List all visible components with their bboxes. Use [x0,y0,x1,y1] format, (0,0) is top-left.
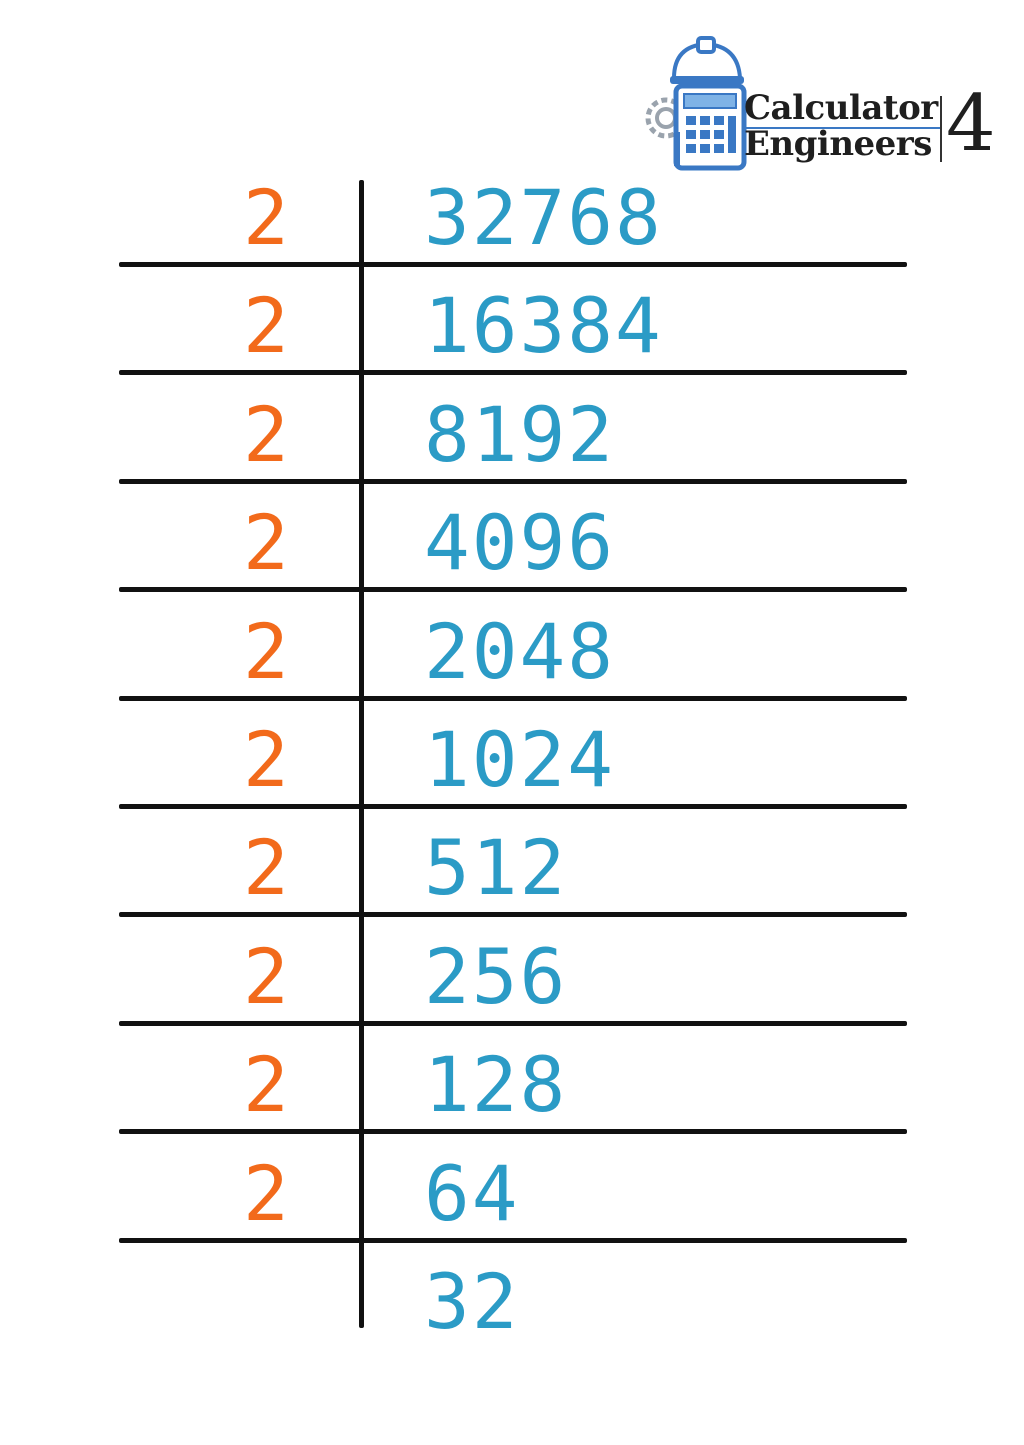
divisor: 2 [243,1040,289,1130]
quotient: 8192 [424,389,616,479]
divisor: 2 [243,389,289,479]
quotient: 32768 [424,173,663,262]
ladder-row-divider [119,262,907,267]
ladder-row-divider [119,695,907,701]
ladder-row-divider [119,804,907,809]
ladder-row-divider [119,1237,907,1243]
quotient: 128 [424,1040,568,1130]
calculator4engineers-logo: Calculator Engineers 4 [644,36,996,176]
quotient: 512 [424,823,568,913]
logo-wordmark: Calculator Engineers [744,90,938,162]
logo-line-1: Calculator [744,88,938,128]
divisor: 2 [243,715,289,804]
divisor: 2 [243,823,289,913]
logo-divider [940,96,942,162]
divisor: 2 [243,498,289,588]
divisor: 2 [243,931,289,1021]
calculator-hardhat-icon [645,36,747,171]
quotient: 2048 [424,606,616,696]
logo-suffix: 4 [946,79,996,169]
quotient: 64 [424,1148,520,1238]
quotient: 256 [424,931,568,1021]
logo-underline [744,127,940,129]
logo-line-2: Engineers [744,124,932,164]
divisor: 2 [243,173,289,262]
quotient: 1024 [424,715,616,804]
ladder-row-divider [119,912,907,918]
quotient: 4096 [424,498,616,588]
ladder-row-divider [119,1020,907,1026]
ladder-vertical-line [359,180,364,1328]
ladder-row-divider [119,1129,907,1135]
divisor: 2 [243,281,289,371]
divisor: 2 [243,1148,289,1238]
quotient: 32 [424,1257,520,1346]
ladder-row-divider [119,478,907,484]
ladder-row-divider [119,587,907,593]
quotient: 16384 [424,281,663,371]
ladder-row-divider [119,370,907,376]
divisor: 2 [243,606,289,696]
